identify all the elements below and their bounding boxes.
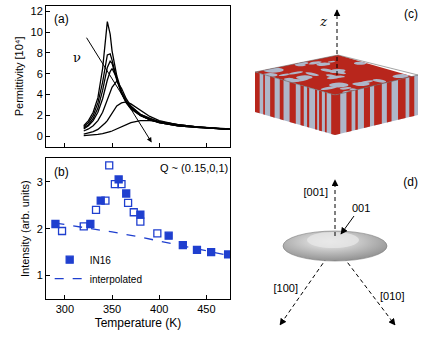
svg-text:Intensity (arb. units): Intensity (arb. units): [19, 180, 31, 277]
svg-text:2: 2: [37, 223, 43, 235]
svg-text:350: 350: [103, 303, 121, 315]
svg-text:6: 6: [37, 68, 43, 80]
svg-text:12: 12: [31, 5, 43, 17]
svg-text:450: 450: [197, 303, 215, 315]
svg-text:(c): (c): [404, 7, 418, 21]
svg-text:[100]: [100]: [274, 282, 298, 294]
svg-text:z: z: [319, 14, 327, 29]
svg-text:10: 10: [31, 26, 43, 38]
svg-text:4: 4: [37, 88, 43, 100]
svg-text:Temperature (K): Temperature (K): [95, 316, 182, 330]
svg-text:(b): (b): [54, 165, 69, 179]
svg-text:1: 1: [37, 269, 43, 281]
svg-text:ν: ν: [73, 50, 81, 65]
svg-text:2: 2: [37, 109, 43, 121]
svg-text:300: 300: [56, 303, 74, 315]
svg-text:Q ~ (0.15,0,1): Q ~ (0.15,0,1): [160, 162, 228, 174]
svg-text:3: 3: [37, 176, 43, 188]
svg-text:IN16: IN16: [90, 255, 112, 266]
svg-text:Permittivity [10⁴]: Permittivity [10⁴]: [13, 36, 25, 116]
svg-text:001: 001: [352, 202, 370, 214]
svg-text:0: 0: [37, 130, 43, 142]
svg-text:8: 8: [37, 47, 43, 59]
svg-text:interpolated: interpolated: [90, 274, 142, 285]
svg-text:400: 400: [150, 303, 168, 315]
svg-text:(a): (a): [54, 12, 69, 26]
svg-text:(d): (d): [403, 175, 418, 189]
svg-text:[001]: [001]: [304, 186, 328, 198]
svg-text:[010]: [010]: [380, 290, 404, 302]
